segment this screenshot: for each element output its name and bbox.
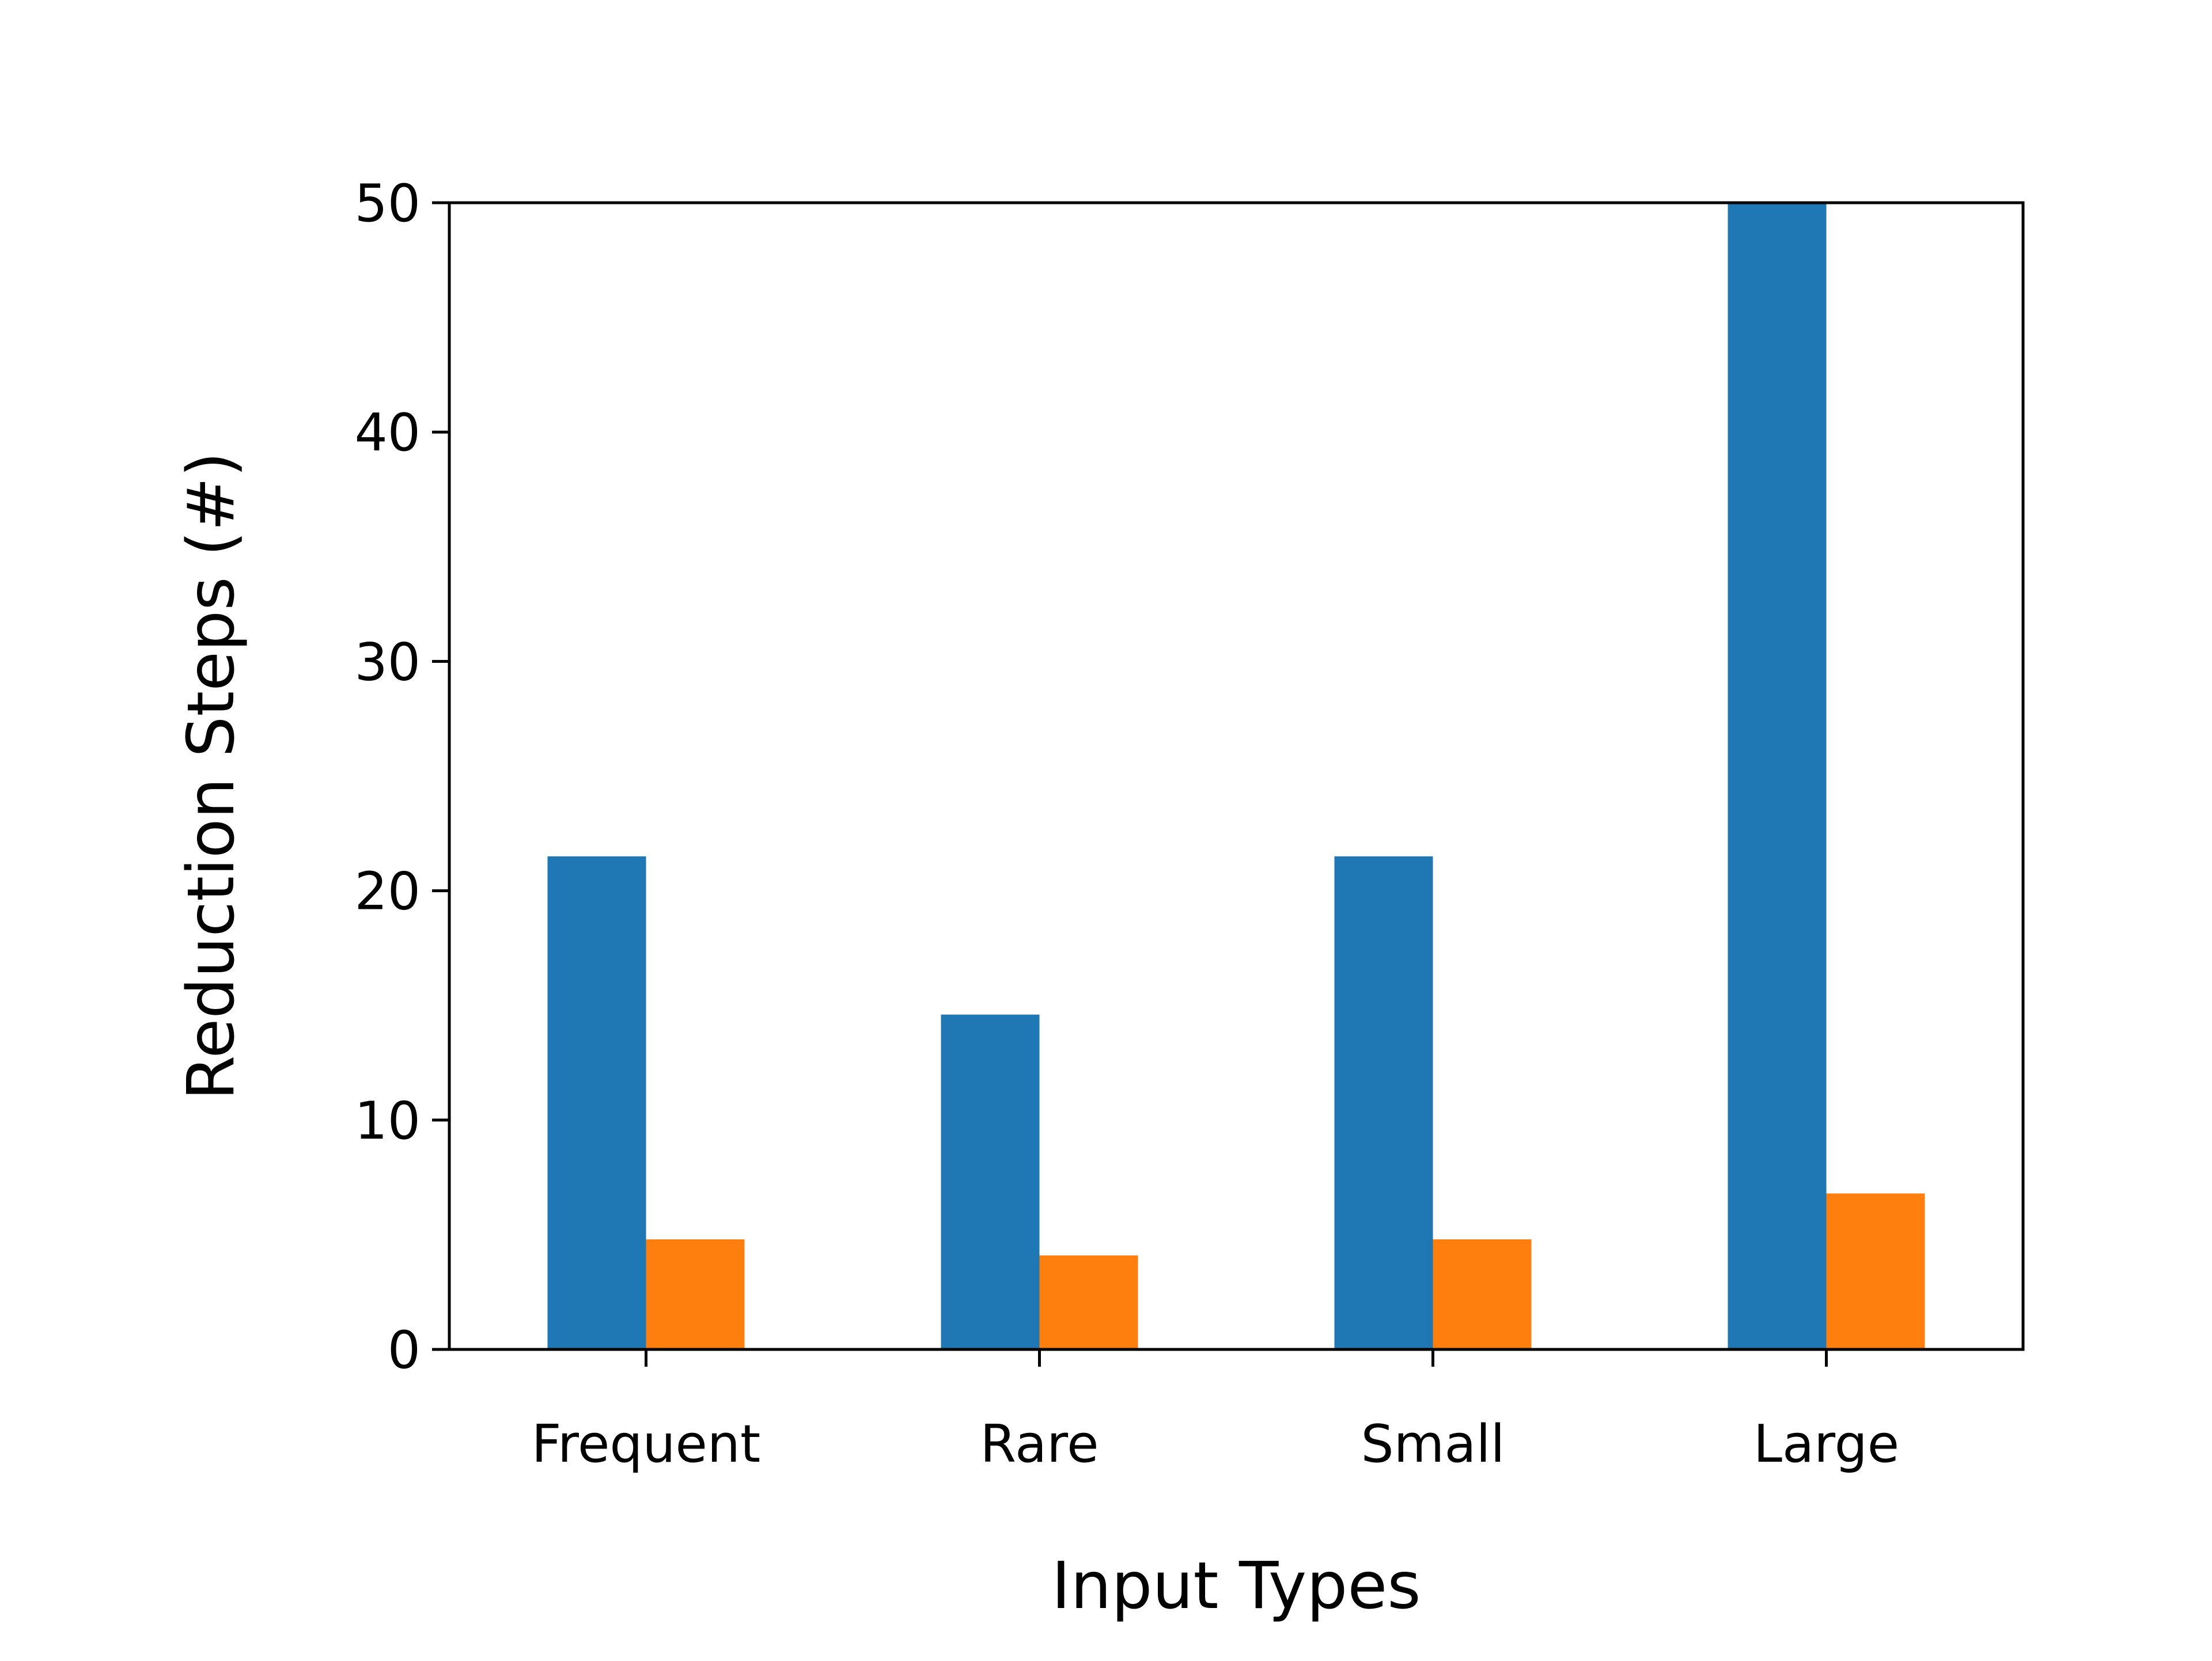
bar-series-1-small — [1334, 856, 1433, 1349]
bar-series-2-frequent — [646, 1239, 745, 1349]
y-axis-label: Reduction Steps (#) — [174, 452, 249, 1101]
bar-series-2-small — [1433, 1239, 1532, 1349]
bars-group — [547, 203, 1925, 1349]
bar-series-2-large — [1826, 1193, 1925, 1349]
y-tick-label: 40 — [354, 403, 421, 463]
x-tick-label-rare: Rare — [980, 1414, 1099, 1474]
y-tick-label: 0 — [388, 1320, 421, 1381]
x-tick-label-small: Small — [1361, 1414, 1505, 1474]
bar-series-1-rare — [941, 1014, 1040, 1349]
bar-series-2-rare — [1039, 1255, 1138, 1349]
bar-series-1-large — [1728, 203, 1827, 1349]
x-axis: Frequent Rare Small Large — [532, 1349, 1899, 1474]
y-axis: 0 10 20 30 40 50 — [354, 173, 449, 1381]
y-tick-label: 50 — [354, 173, 421, 234]
y-tick-label: 30 — [354, 632, 421, 692]
y-tick-label: 20 — [354, 862, 421, 922]
x-axis-label: Input Types — [1051, 1549, 1421, 1624]
x-tick-label-frequent: Frequent — [532, 1414, 761, 1474]
y-tick-label: 10 — [354, 1091, 421, 1151]
bar-series-1-frequent — [547, 856, 646, 1349]
plot-frame — [448, 201, 2025, 1351]
x-tick-label-large: Large — [1753, 1414, 1899, 1474]
